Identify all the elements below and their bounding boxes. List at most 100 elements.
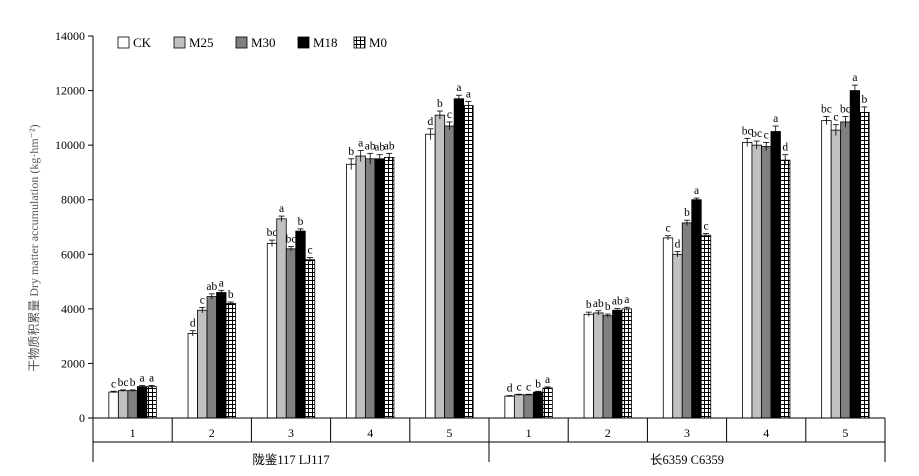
bar-m18 bbox=[216, 292, 227, 419]
y-tick-label: 8000 bbox=[61, 193, 85, 207]
x-category-label: 2 bbox=[605, 426, 611, 440]
bar-ck bbox=[425, 133, 436, 419]
bar-ck bbox=[583, 313, 594, 419]
legend-label-m18: M18 bbox=[313, 35, 338, 50]
x-category-label: 1 bbox=[130, 426, 136, 440]
legend-swatch-m18 bbox=[297, 36, 310, 49]
bar-m25 bbox=[117, 390, 129, 419]
legend-swatch-m30 bbox=[235, 36, 248, 49]
bar-m30 bbox=[761, 146, 772, 419]
significance-label: c bbox=[447, 109, 452, 121]
significance-label: a bbox=[219, 277, 224, 289]
bar-m30 bbox=[206, 296, 217, 419]
bar-m0 bbox=[304, 259, 316, 419]
bar-ck bbox=[504, 395, 515, 419]
significance-label: c bbox=[665, 223, 670, 235]
significance-label: b bbox=[586, 299, 592, 311]
x-group-label: 陇鉴117 LJ117 bbox=[252, 452, 329, 467]
bar-m25 bbox=[355, 155, 366, 419]
bar-m18 bbox=[374, 158, 385, 419]
bar-m25 bbox=[197, 309, 208, 419]
bar-ck bbox=[662, 237, 674, 419]
significance-label: d bbox=[507, 383, 513, 395]
significance-label: c bbox=[517, 381, 522, 393]
y-tick-label: 10000 bbox=[55, 138, 85, 152]
bar-m30 bbox=[840, 121, 851, 419]
significance-label: ab bbox=[206, 281, 217, 293]
significance-label: d bbox=[675, 239, 681, 251]
significance-label: a bbox=[694, 185, 699, 197]
significance-label: a bbox=[279, 203, 284, 215]
legend-label-m25: M25 bbox=[189, 35, 214, 50]
x-category-label: 2 bbox=[209, 426, 215, 440]
bar-ck bbox=[187, 333, 198, 419]
legend-label-m30: M30 bbox=[251, 35, 276, 50]
bar-m0 bbox=[463, 105, 474, 419]
bar-m0 bbox=[542, 387, 553, 419]
legend: CK M25 M30 M18 M0 bbox=[117, 35, 387, 50]
bar-m25 bbox=[751, 144, 762, 419]
significance-label: b bbox=[298, 216, 304, 228]
x-group-label: 长6359 C6359 bbox=[650, 453, 724, 467]
bar-ck bbox=[108, 391, 119, 419]
bar-m0 bbox=[700, 234, 712, 419]
significance-label: b bbox=[348, 146, 354, 158]
significance-label: a bbox=[773, 113, 778, 125]
significance-label: bc bbox=[118, 377, 129, 389]
significance-label: bc bbox=[821, 103, 832, 115]
significance-label: a bbox=[466, 88, 471, 100]
y-axis: 0 2000 4000 6000 8000 10000 12000 14000 bbox=[55, 29, 94, 425]
significance-label: c bbox=[200, 294, 205, 306]
significance-label: ab bbox=[612, 296, 623, 308]
bar-m0 bbox=[780, 159, 791, 419]
significance-label: ab bbox=[384, 140, 395, 152]
bar-m18 bbox=[849, 90, 861, 419]
bar-m0 bbox=[621, 308, 632, 419]
significance-label: a bbox=[624, 294, 629, 306]
bar-m18 bbox=[453, 98, 465, 419]
significance-label: d bbox=[190, 318, 196, 330]
significance-label: a bbox=[140, 373, 145, 385]
x-category-label: 4 bbox=[763, 426, 769, 440]
x-category-label: 5 bbox=[446, 426, 452, 440]
significance-label: b bbox=[437, 98, 443, 110]
y-tick-label: 14000 bbox=[55, 29, 85, 43]
significance-label: a bbox=[545, 374, 550, 386]
x-category-label: 3 bbox=[288, 426, 294, 440]
bar-m30 bbox=[365, 158, 376, 419]
bar-m30 bbox=[681, 222, 693, 419]
legend-swatch-m25 bbox=[173, 36, 186, 49]
significance-label: bc bbox=[751, 128, 762, 140]
bar-m30 bbox=[444, 125, 455, 419]
significance-label: b bbox=[605, 301, 611, 313]
x-category-label: 1 bbox=[526, 426, 532, 440]
bar-m25 bbox=[672, 253, 683, 419]
significance-label: bc bbox=[286, 234, 297, 246]
bar-m30 bbox=[602, 315, 613, 419]
bar-ck bbox=[821, 120, 832, 419]
legend-swatch-m0 bbox=[353, 36, 366, 49]
significance-label: b bbox=[535, 378, 541, 390]
bar-m30 bbox=[127, 390, 138, 419]
significance-label: d bbox=[428, 116, 434, 128]
bar-m25 bbox=[434, 114, 446, 419]
bar-m0 bbox=[225, 302, 236, 419]
bar-ck bbox=[742, 142, 753, 419]
bar-m25 bbox=[276, 218, 287, 419]
significance-label: a bbox=[852, 72, 857, 84]
significance-label: b bbox=[228, 289, 234, 301]
bar-m18 bbox=[612, 309, 623, 419]
significance-label: c bbox=[833, 112, 838, 124]
significance-label: bc bbox=[742, 125, 753, 137]
legend-label-m0: M0 bbox=[369, 35, 387, 50]
bar-m25 bbox=[513, 394, 525, 419]
significance-label: ab bbox=[593, 298, 604, 310]
bar-m0 bbox=[859, 112, 870, 419]
x-axis: 陇鉴117 LJ117 1 2 3 4 5 长6359 C6359 1 2 3 4 5 bbox=[92, 417, 886, 467]
legend-swatch-ck bbox=[117, 36, 130, 49]
significance-label: ab bbox=[374, 142, 385, 154]
bar-m30 bbox=[285, 248, 297, 419]
bar-m0 bbox=[146, 386, 157, 419]
bar-ck bbox=[346, 163, 357, 419]
